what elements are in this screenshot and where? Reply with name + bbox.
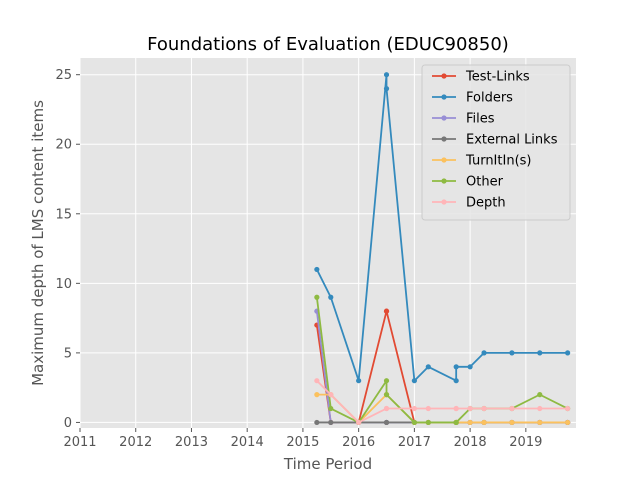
data-point-turnitin-s: [314, 392, 320, 398]
y-axis-label: Maximum depth of LMS content items: [29, 100, 47, 386]
x-tick-label: 2012: [119, 435, 152, 450]
data-point-depth: [565, 405, 571, 412]
y-tick-label: 0: [64, 416, 72, 431]
data-point-other: [411, 419, 417, 426]
data-point-folders: [565, 350, 571, 356]
data-point-folders: [453, 364, 459, 370]
x-tick-label: 2015: [286, 435, 319, 450]
series-depth: [314, 378, 571, 426]
data-point-folders: [509, 350, 515, 356]
data-point-folders: [328, 294, 334, 300]
data-point-folders: [383, 86, 390, 92]
data-point-depth: [425, 405, 431, 412]
data-point-other: [383, 392, 390, 398]
y-tick-label: 5: [64, 346, 72, 361]
data-point-other: [537, 392, 543, 398]
y-tick-label: 20: [55, 138, 72, 153]
data-point-external-links: [383, 419, 390, 426]
data-point-test-links: [383, 308, 390, 314]
data-point-folders: [453, 378, 459, 384]
legend-marker-other: [441, 178, 447, 184]
data-point-turnitin-s: [467, 419, 473, 426]
data-point-folders: [537, 350, 543, 356]
legend-label-external-links: External Links: [466, 133, 558, 148]
y-tick-label: 15: [55, 207, 72, 222]
data-point-turnitin-s: [565, 419, 571, 426]
legend-marker-folders: [441, 94, 447, 100]
series-line-folders: [316, 73, 568, 382]
data-point-depth: [356, 419, 362, 426]
legend: Test-Links Folders Files External Links Turn…: [421, 64, 571, 221]
series-line-depth: [316, 380, 568, 424]
x-axis-label: Time Period: [283, 455, 372, 473]
data-point-other: [328, 405, 334, 412]
legend-label-folders: Folders: [466, 91, 513, 106]
x-tick-label: 2013: [175, 435, 208, 450]
data-point-other: [453, 419, 459, 426]
data-point-folders: [314, 266, 320, 273]
data-point-other: [314, 294, 320, 300]
data-point-folders: [481, 350, 487, 356]
data-point-depth: [481, 405, 487, 412]
y-tick-label: 25: [55, 68, 72, 83]
data-point-folders: [411, 378, 417, 384]
data-point-turnitin-s: [509, 419, 515, 426]
data-point-depth: [467, 405, 473, 412]
data-point-depth: [509, 405, 515, 412]
legend-label-depth: Depth: [466, 196, 506, 211]
data-point-depth: [453, 405, 459, 412]
x-tick-label: 2014: [231, 435, 264, 450]
data-point-folders: [383, 72, 390, 78]
x-tick-label: 2011: [63, 435, 96, 450]
legend-label-other: Other: [466, 175, 504, 190]
legend-label-files: Files: [466, 112, 495, 127]
data-point-external-links: [314, 419, 320, 426]
data-point-folders: [356, 378, 362, 384]
data-point-depth: [411, 405, 417, 412]
data-point-folders: [425, 364, 431, 370]
axis-ticks: 2011 2012 2013 2014 2015 2016 2017 2018 20190510…: [55, 68, 542, 450]
data-point-folders: [467, 364, 473, 370]
data-point-turnitin-s: [537, 419, 543, 426]
legend-marker-depth: [441, 199, 447, 205]
series-group: [314, 72, 571, 426]
legend-box: [421, 64, 571, 221]
x-tick-label: 2019: [509, 435, 542, 450]
data-point-depth: [328, 392, 334, 398]
data-point-depth: [383, 405, 390, 412]
legend-marker-turnitin-s: [441, 157, 447, 163]
data-point-depth: [314, 378, 320, 384]
legend-label-test-links: Test-Links: [465, 70, 530, 85]
series-folders: [314, 72, 571, 384]
legend-marker-test-links: [441, 73, 447, 79]
x-tick-label: 2018: [454, 435, 487, 450]
legend-marker-external-links: [441, 136, 447, 142]
x-tick-label: 2017: [398, 435, 431, 450]
data-point-turnitin-s: [481, 419, 487, 426]
data-point-external-links: [328, 419, 334, 426]
y-tick-label: 10: [55, 277, 72, 292]
data-point-other: [425, 419, 431, 426]
x-tick-label: 2016: [342, 435, 375, 450]
legend-marker-files: [441, 115, 447, 121]
legend-label-turnitin-s: TurnItIn(s): [465, 154, 531, 169]
chart-title: Foundations of Evaluation (EDUC90850): [147, 34, 509, 55]
data-point-depth: [537, 405, 543, 412]
data-point-other: [383, 378, 390, 384]
